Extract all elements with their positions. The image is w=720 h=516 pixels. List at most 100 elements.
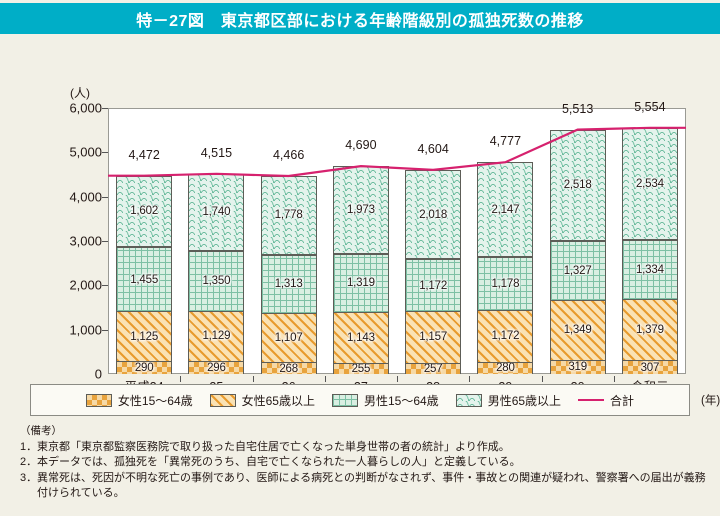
legend-item[interactable]: 女性15〜64歳 <box>85 392 193 409</box>
y-axis-tick-label: 6,000 <box>69 100 102 116</box>
bars-layer: 1,602 1,455 1,125 290 4,472 1,740 1,350 1,129 29… <box>108 100 686 374</box>
bar-segment-value: 1,778 <box>274 209 303 222</box>
bar-segment[interactable]: 1,602 <box>116 175 173 247</box>
bar-segment[interactable]: 1,349 <box>549 300 606 360</box>
bar-segment-value: 1,178 <box>491 278 520 291</box>
legend-label: 女性65歳以上 <box>241 393 315 408</box>
note-item: 3． 異常死は、死因が不明な死亡の事例であり、医師による病死との判断がなされず、事… <box>20 471 710 501</box>
bar-segment[interactable]: 290 <box>116 361 173 374</box>
bar-segment[interactable]: 1,740 <box>188 173 245 251</box>
bar-segment[interactable]: 296 <box>188 360 245 374</box>
bar-segment-value: 1,334 <box>635 264 664 277</box>
bar-segment[interactable]: 1,143 <box>332 312 389 363</box>
bar-segment-value: 1,143 <box>346 331 375 344</box>
bar-segment[interactable]: 255 <box>332 362 389 374</box>
bar-segment-value: 1,379 <box>635 324 664 337</box>
bar-segment-value: 1,313 <box>274 278 303 291</box>
notes-list: 1． 東京都「東京都監察医務院で取り扱った自宅住居で亡くなった単身世帯の者の統計」… <box>20 440 710 501</box>
bar-segment-value: 1,327 <box>563 265 592 278</box>
bar-segment-value: 307 <box>640 361 660 374</box>
bar-segment[interactable]: 1,172 <box>477 309 534 362</box>
y-axis-unit-label: (人) <box>70 86 90 100</box>
bar-segment[interactable]: 1,327 <box>549 241 606 301</box>
bar-segment-value: 319 <box>568 361 587 374</box>
legend-item[interactable]: 女性65歳以上 <box>209 392 315 409</box>
bar-group[interactable]: 2,518 1,327 1,349 319 <box>549 129 606 374</box>
bar-segment[interactable]: 1,455 <box>116 246 173 312</box>
bar-segment[interactable]: 319 <box>549 359 606 374</box>
legend-label: 男性15〜64歳 <box>363 393 439 408</box>
legend-swatch <box>331 393 358 407</box>
bar-segment[interactable]: 1,172 <box>405 259 462 312</box>
bar-segment[interactable]: 1,973 <box>332 166 389 254</box>
bar-segment[interactable]: 1,129 <box>188 310 245 361</box>
x-axis-divider <box>252 376 254 382</box>
bar-segment-value: 1,172 <box>419 279 448 292</box>
bar-segment[interactable]: 307 <box>621 360 678 374</box>
bar-group[interactable]: 2,147 1,178 1,172 280 <box>477 162 534 374</box>
bar-total-value: 4,466 <box>272 148 305 163</box>
bar-segment[interactable]: 1,313 <box>260 254 317 314</box>
bar-segment[interactable]: 1,334 <box>621 240 678 300</box>
bar-segment[interactable]: 1,125 <box>116 311 173 362</box>
legend-swatch <box>85 393 112 407</box>
bar-group[interactable]: 1,602 1,455 1,125 290 <box>116 175 173 374</box>
bar-segment[interactable]: 2,518 <box>549 129 606 242</box>
bar-segment[interactable]: 280 <box>477 361 534 374</box>
bar-segment-value: 1,973 <box>346 203 375 216</box>
bar-total-value: 4,515 <box>200 145 233 160</box>
bar-segment[interactable]: 257 <box>405 362 462 374</box>
note-text: 異常死は、死因が不明な死亡の事例であり、医師による病死との判断がなされず、事件・… <box>37 471 706 499</box>
note-number: 1． <box>20 441 38 454</box>
y-axis-tick-label: 1,000 <box>69 322 102 338</box>
y-axis-tick <box>102 196 108 198</box>
y-axis-tick <box>102 241 108 242</box>
x-axis-unit-label: (年) <box>701 395 720 407</box>
bar-total-value: 4,690 <box>345 138 377 153</box>
bar-segment-value: 2,518 <box>563 179 592 192</box>
bar-segment[interactable]: 1,350 <box>188 251 245 311</box>
x-axis-divider <box>541 376 543 382</box>
bar-segment[interactable]: 1,379 <box>621 299 678 361</box>
bar-segment-value: 1,602 <box>130 205 159 218</box>
notes-block: （備考） 1． 東京都「東京都監察医務院で取り扱った自宅住居で亡くなった単身世帯の… <box>20 424 710 501</box>
bar-total-value: 4,604 <box>417 141 449 156</box>
legend-swatch <box>455 393 482 407</box>
bar-segment[interactable]: 1,319 <box>332 253 389 313</box>
bar-segment[interactable]: 268 <box>260 362 317 374</box>
bar-group[interactable]: 1,973 1,319 1,143 255 <box>332 166 389 374</box>
bar-segment[interactable]: 1,157 <box>405 311 462 363</box>
bar-segment-value: 2,534 <box>635 177 664 190</box>
legend-label: 合計 <box>610 393 635 408</box>
legend-item-total[interactable]: 合計 <box>578 392 634 409</box>
note-item: 1． 東京都「東京都監察医務院で取り扱った自宅住居で亡くなった単身世帯の者の統計」… <box>20 440 710 455</box>
bar-group[interactable]: 2,534 1,334 1,379 307 <box>621 127 678 374</box>
bar-segment-value: 1,125 <box>130 330 159 343</box>
chart-legend: 女性15〜64歳 女性65歳以上 男性15〜64歳 男性65歳以上 合計 <box>30 384 690 416</box>
header-band: 特－27図 東京都区部における年齢階級別の孤独死数の推移 <box>0 3 720 34</box>
legend-swatch <box>209 393 236 407</box>
bar-segment[interactable]: 1,107 <box>260 313 317 363</box>
bar-group[interactable]: 2,018 1,172 1,157 257 <box>405 169 462 374</box>
bar-segment-value: 2,147 <box>491 203 520 216</box>
y-axis-tick-label: 4,000 <box>69 189 102 205</box>
bar-group[interactable]: 1,778 1,313 1,107 268 <box>260 176 317 374</box>
bar-segment[interactable]: 2,018 <box>405 169 462 260</box>
bar-segment-value: 1,107 <box>274 332 303 345</box>
bar-total-value: 5,554 <box>634 99 666 114</box>
bar-segment-value: 2,018 <box>419 208 448 221</box>
legend-item[interactable]: 男性65歳以上 <box>455 392 561 409</box>
bar-segment-value: 1,740 <box>202 206 231 219</box>
x-axis-divider <box>469 376 471 382</box>
legend-line-swatch <box>578 399 605 401</box>
bar-segment-value: 1,455 <box>130 273 159 286</box>
bar-segment[interactable]: 1,178 <box>477 257 534 310</box>
bar-segment[interactable]: 2,147 <box>477 162 534 258</box>
bar-segment[interactable]: 2,534 <box>621 127 678 241</box>
bar-group[interactable]: 1,740 1,350 1,129 296 <box>188 173 245 374</box>
bar-segment[interactable]: 1,778 <box>260 176 317 255</box>
y-axis-tick <box>102 329 108 331</box>
y-axis-tick-label: 2,000 <box>69 277 102 293</box>
legend-item[interactable]: 男性15〜64歳 <box>331 392 439 409</box>
x-axis-divider <box>613 376 615 382</box>
